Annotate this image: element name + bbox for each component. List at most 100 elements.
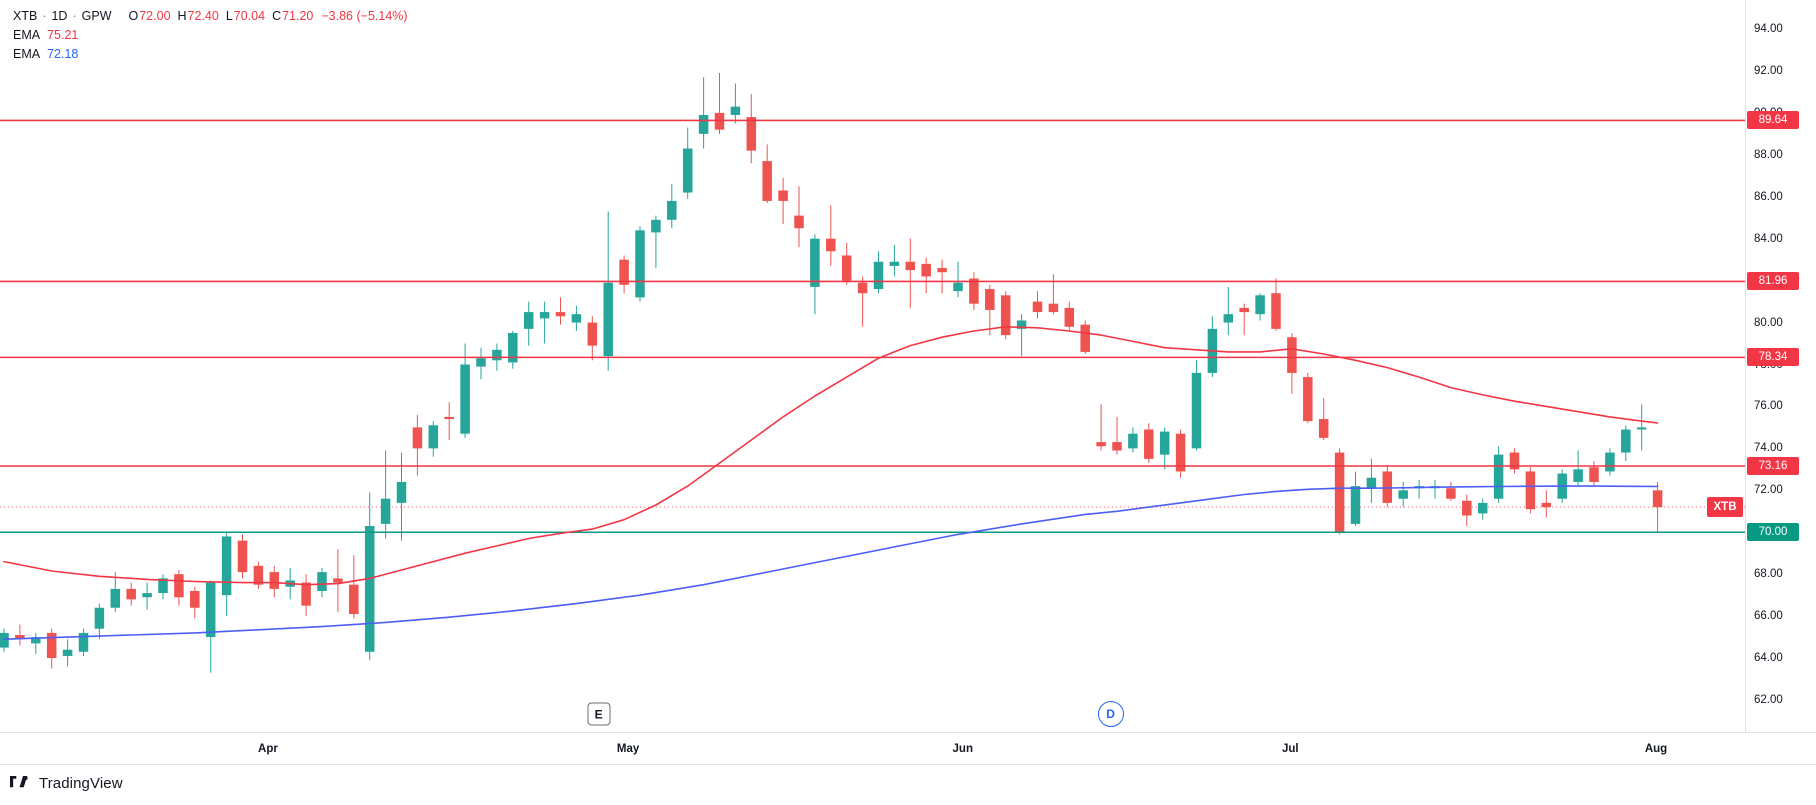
candle[interactable] (1144, 423, 1154, 464)
candle[interactable] (205, 580, 216, 673)
candle[interactable] (476, 347, 486, 380)
candle[interactable] (937, 259, 947, 294)
candle[interactable] (1255, 293, 1265, 321)
candle[interactable] (587, 316, 598, 361)
candle[interactable] (1350, 471, 1361, 526)
candle[interactable] (523, 301, 534, 346)
candle[interactable] (794, 186, 804, 248)
candle[interactable] (396, 452, 407, 541)
candle[interactable] (1048, 274, 1059, 315)
candle[interactable] (349, 555, 359, 619)
candle[interactable] (778, 177, 788, 225)
candle[interactable] (603, 211, 613, 371)
candle[interactable] (364, 492, 375, 661)
candle[interactable] (1303, 372, 1313, 424)
candle[interactable] (1573, 450, 1583, 487)
candle[interactable] (889, 244, 900, 277)
candle[interactable] (985, 284, 995, 336)
candle[interactable] (857, 276, 868, 327)
candle[interactable] (667, 184, 677, 229)
candle[interactable] (158, 574, 168, 600)
candle[interactable] (826, 205, 836, 266)
candle[interactable] (746, 94, 757, 164)
candle[interactable] (15, 624, 25, 646)
candle[interactable] (1446, 481, 1456, 501)
candle[interactable] (1175, 429, 1186, 478)
candle[interactable] (810, 234, 820, 315)
candle[interactable] (1080, 320, 1090, 355)
candle[interactable] (841, 242, 852, 285)
candle[interactable] (269, 565, 280, 598)
candle[interactable] (142, 582, 152, 610)
candle[interactable] (126, 582, 136, 606)
price-axis[interactable]: 94.0092.0090.0088.0086.0084.0082.0080.00… (1746, 0, 1816, 765)
candle[interactable] (508, 330, 518, 369)
earnings-marker[interactable]: E (587, 702, 611, 726)
chart-plot-area[interactable]: XTB · 1D · GPW O 72.00 H 72.40 L 70.04 C 71.20 … (0, 0, 1745, 732)
candle[interactable] (1000, 291, 1011, 340)
candle[interactable] (714, 73, 725, 134)
candle[interactable] (221, 532, 232, 617)
candle[interactable] (78, 628, 89, 656)
candle[interactable] (1032, 291, 1043, 319)
candle[interactable] (444, 402, 454, 440)
candle[interactable] (460, 343, 470, 438)
candle[interactable] (110, 572, 121, 612)
candle[interactable] (1207, 316, 1218, 378)
ema-row-2[interactable]: EMA 72.18 (13, 44, 408, 63)
candle[interactable] (555, 297, 566, 325)
candle[interactable] (1223, 286, 1234, 336)
candle[interactable] (682, 127, 693, 199)
time-axis[interactable]: Apr May Jun Jul Aug (0, 732, 1816, 765)
candle[interactable] (539, 301, 550, 344)
candle[interactable] (301, 574, 311, 617)
candle[interactable] (651, 215, 661, 269)
candle[interactable] (1287, 333, 1297, 394)
candle[interactable] (1398, 481, 1408, 508)
candle[interactable] (1652, 481, 1663, 532)
candle[interactable] (31, 632, 41, 654)
candle[interactable] (1191, 360, 1202, 451)
candle[interactable] (428, 421, 439, 457)
candle[interactable] (1334, 448, 1345, 535)
candle[interactable] (571, 305, 582, 331)
candle[interactable] (1493, 446, 1504, 503)
candle[interactable] (1589, 460, 1599, 487)
candle[interactable] (1382, 465, 1393, 508)
candle[interactable] (953, 261, 963, 298)
candle[interactable] (1159, 427, 1170, 470)
candle[interactable] (619, 255, 629, 294)
candle[interactable] (635, 226, 645, 302)
candle[interactable] (1605, 448, 1615, 476)
symbol-name[interactable]: XTB (13, 8, 38, 23)
ema-row-1[interactable]: EMA 75.21 (13, 25, 408, 44)
candlestick-chart-canvas[interactable] (0, 0, 1745, 732)
candle[interactable] (1271, 278, 1281, 331)
candle[interactable] (62, 639, 73, 667)
candle[interactable] (1318, 398, 1329, 440)
candle[interactable] (46, 628, 57, 669)
candle[interactable] (380, 450, 391, 539)
candle[interactable] (94, 603, 105, 640)
candle[interactable] (730, 83, 741, 124)
candle[interactable] (1016, 314, 1027, 357)
candle[interactable] (905, 238, 916, 308)
candle[interactable] (190, 586, 200, 619)
candle[interactable] (174, 570, 184, 606)
candle[interactable] (921, 257, 931, 294)
timeframe-label[interactable]: 1D (51, 8, 68, 23)
candle[interactable] (873, 251, 884, 294)
candle[interactable] (1128, 427, 1138, 453)
candle[interactable] (1477, 498, 1488, 520)
candle[interactable] (969, 272, 979, 310)
candle[interactable] (1239, 303, 1249, 336)
candle[interactable] (1430, 479, 1440, 499)
tradingview-logo[interactable]: TradingView (10, 775, 123, 792)
candle[interactable] (698, 77, 709, 149)
candle[interactable] (237, 534, 248, 579)
candle[interactable] (1462, 494, 1472, 526)
candle[interactable] (1525, 467, 1536, 514)
candle[interactable] (1509, 448, 1520, 474)
candle[interactable] (317, 567, 327, 598)
candle[interactable] (1064, 301, 1075, 331)
